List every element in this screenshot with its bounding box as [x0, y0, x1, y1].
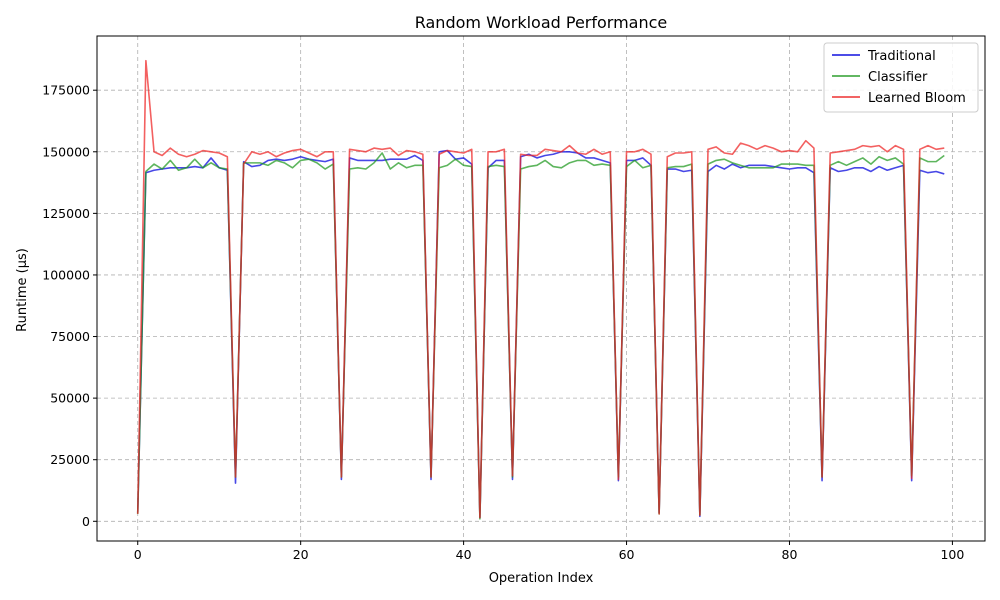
legend: Traditional Classifier Learned Bloom [823, 42, 979, 113]
series-line-learned-bloom [136, 59, 945, 519]
x-tick-label: 0 [134, 547, 142, 562]
y-tick-label: 0 [82, 514, 90, 529]
y-tick-label: 150000 [42, 144, 90, 159]
y-tick-label: 75000 [50, 329, 90, 344]
legend-label: Traditional [867, 49, 936, 64]
x-tick-label: 80 [782, 547, 798, 562]
legend-box [823, 42, 979, 113]
plot-frame [96, 35, 986, 542]
y-axis-label: Runtime (µs) [15, 248, 30, 332]
y-tick-label: 175000 [42, 83, 90, 98]
x-axis-label: Operation Index [489, 571, 594, 586]
series-line-classifier [136, 152, 945, 520]
x-tick-label: 20 [293, 547, 309, 562]
legend-label: Classifier [868, 70, 928, 85]
x-tick-label: 60 [619, 547, 635, 562]
series-lines [136, 59, 945, 520]
y-tick-label: 25000 [50, 452, 90, 467]
y-tick-label: 100000 [42, 267, 90, 282]
legend-label: Learned Bloom [868, 91, 966, 106]
x-tick-label: 40 [456, 547, 472, 562]
axis-ticks: 0 20 40 60 80 100 0 25000 50000 75000 100000 125000… [42, 83, 964, 562]
y-tick-label: 125000 [42, 206, 90, 221]
y-tick-label: 50000 [50, 391, 90, 406]
x-tick-label: 100 [940, 547, 964, 562]
chart-title: Random Workload Performance [415, 13, 668, 32]
series-line-traditional [136, 149, 945, 519]
